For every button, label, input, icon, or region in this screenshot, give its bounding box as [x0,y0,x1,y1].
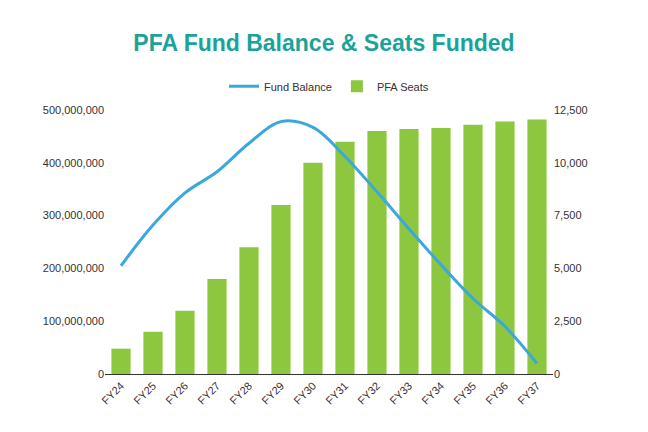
svg-text:10,000: 10,000 [554,157,588,169]
svg-text:2,500: 2,500 [554,315,582,327]
svg-text:FY32: FY32 [355,380,382,407]
svg-text:FY27: FY27 [195,380,222,407]
svg-text:300,000,000: 300,000,000 [43,209,104,221]
svg-text:FY25: FY25 [131,380,158,407]
svg-text:100,000,000: 100,000,000 [43,315,104,327]
svg-text:12,500: 12,500 [554,104,588,116]
svg-text:PFA Seats: PFA Seats [377,81,429,93]
svg-text:FY28: FY28 [227,380,254,407]
svg-text:FY31: FY31 [323,380,350,407]
svg-text:FY36: FY36 [483,380,510,407]
svg-text:PFA Fund Balance & Seats Funde: PFA Fund Balance & Seats Funded [133,30,514,56]
svg-text:0: 0 [98,368,104,380]
svg-text:5,000: 5,000 [554,262,582,274]
svg-text:FY34: FY34 [419,380,446,407]
svg-text:400,000,000: 400,000,000 [43,157,104,169]
svg-text:FY29: FY29 [259,380,286,407]
svg-text:FY30: FY30 [291,380,318,407]
svg-text:FY35: FY35 [451,380,478,407]
svg-text:FY33: FY33 [387,380,414,407]
svg-text:0: 0 [554,368,560,380]
svg-text:FY24: FY24 [99,380,126,407]
svg-text:200,000,000: 200,000,000 [43,262,104,274]
svg-text:FY37: FY37 [515,380,542,407]
svg-text:500,000,000: 500,000,000 [43,104,104,116]
svg-text:7,500: 7,500 [554,209,582,221]
svg-text:Fund Balance: Fund Balance [264,81,332,93]
svg-text:FY26: FY26 [163,380,190,407]
